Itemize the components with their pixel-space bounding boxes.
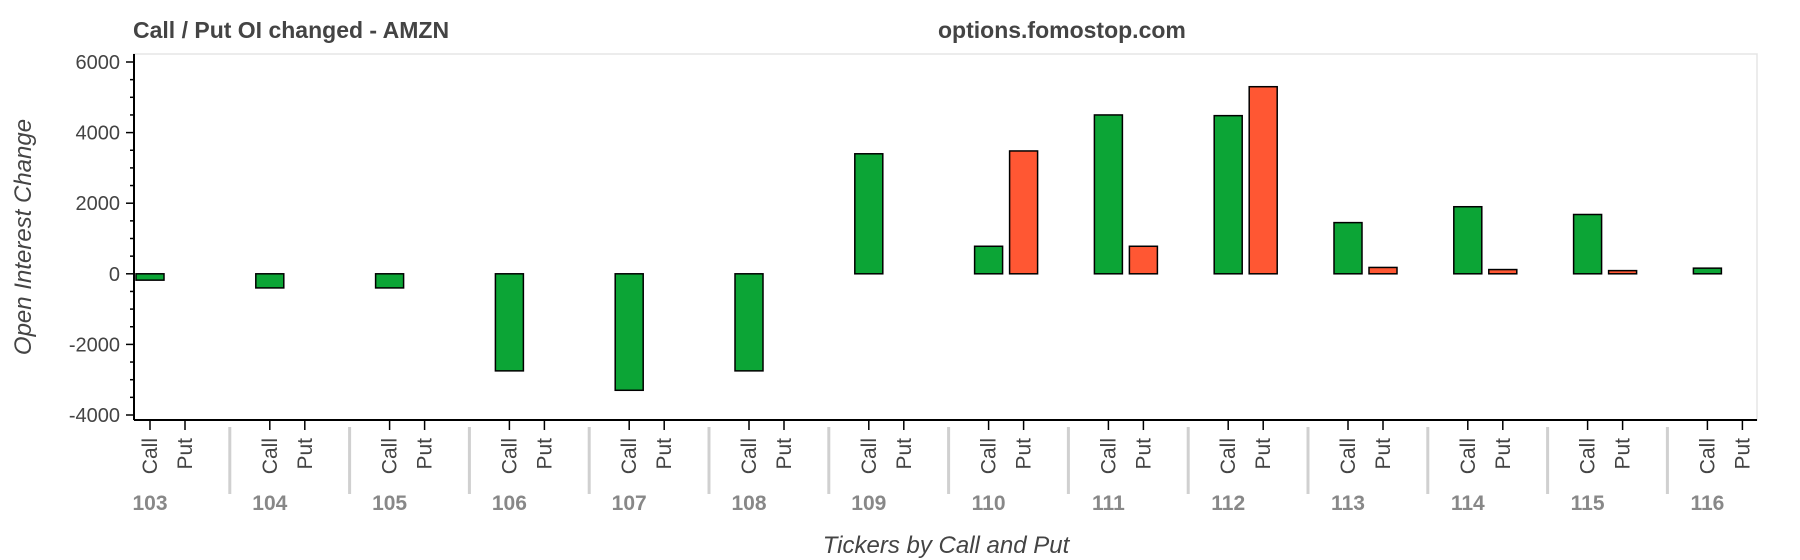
call-tick-label: Call [139, 438, 162, 474]
group-label: 104 [252, 492, 287, 515]
group-label: 110 [972, 492, 1006, 515]
group-label: 108 [731, 492, 766, 515]
x-axis-label: Tickers by Call and Put [823, 532, 1071, 559]
call-tick-label: Call [259, 438, 282, 474]
y-tick-label: 0 [109, 264, 120, 286]
chart-title: Call / Put OI changed - AMZN [133, 17, 449, 43]
call-bar [494, 273, 525, 372]
call-tick-label: Call [1097, 438, 1120, 474]
put-tick-label: Put [893, 438, 916, 470]
call-tick-label: Call [738, 438, 761, 474]
y-tick-label: -4000 [69, 405, 120, 427]
group-label: 114 [1451, 492, 1485, 515]
put-tick-label: Put [773, 438, 796, 470]
put-tick-label: Put [294, 438, 317, 470]
call-tick-label: Call [379, 438, 402, 474]
put-bar [1248, 85, 1278, 275]
call-bar [854, 153, 884, 275]
group-label: 113 [1331, 492, 1365, 515]
call-bar [1572, 213, 1603, 275]
call-bar [1692, 267, 1723, 275]
y-axis-label: Open Interest Change [10, 119, 37, 355]
call-bar [973, 245, 1004, 275]
plot-frame [133, 53, 1758, 421]
y-tick-label: 2000 [76, 193, 121, 215]
put-tick-label: Put [1372, 438, 1395, 470]
call-bar [135, 273, 165, 281]
call-tick-label: Call [978, 438, 1001, 474]
call-tick-label: Call [1337, 438, 1360, 474]
put-tick-label: Put [174, 438, 197, 470]
call-bar [614, 273, 644, 392]
y-tick-label: 4000 [76, 123, 121, 145]
call-bar [374, 273, 405, 289]
put-bar [1607, 269, 1638, 275]
group-label: 115 [1571, 492, 1605, 515]
put-tick-label: Put [414, 438, 437, 470]
group-label: 107 [612, 492, 647, 515]
put-bar [1368, 266, 1398, 275]
group-label: 112 [1211, 492, 1245, 515]
put-bar [1488, 268, 1518, 275]
put-tick-label: Put [1612, 438, 1635, 470]
put-tick-label: Put [653, 438, 676, 470]
call-bar [1333, 221, 1363, 275]
put-tick-label: Put [1013, 438, 1036, 470]
put-bar [1128, 245, 1159, 275]
put-tick-label: Put [1132, 438, 1155, 470]
group-label: 106 [492, 492, 527, 515]
group-label: 103 [132, 492, 167, 515]
y-tick-label: -2000 [69, 334, 120, 356]
put-tick-label: Put [1492, 438, 1515, 470]
group-label: 111 [1092, 492, 1125, 515]
call-bar [1093, 114, 1124, 275]
call-bar [734, 273, 764, 372]
put-tick-label: Put [1731, 438, 1754, 470]
call-bar [1213, 114, 1243, 275]
call-tick-label: Call [1217, 438, 1240, 474]
call-tick-label: Call [1457, 438, 1480, 474]
call-tick-label: Call [1696, 438, 1719, 474]
plot-area: 6000 4000 2000 0 -2000 -4000 Call Put 103 Call Put… [69, 52, 1758, 515]
group-label: 116 [1690, 492, 1724, 515]
put-bar [1008, 150, 1039, 275]
call-tick-label: Call [498, 438, 521, 474]
put-tick-label: Put [1252, 438, 1275, 470]
call-tick-label: Call [618, 438, 641, 474]
call-bar [255, 273, 285, 289]
put-tick-label: Put [533, 438, 556, 470]
call-tick-label: Call [858, 438, 881, 474]
watermark-text: options.fomostop.com [938, 17, 1186, 43]
call-tick-label: Call [1577, 438, 1600, 474]
group-label: 109 [851, 492, 886, 515]
call-bar [1453, 205, 1483, 275]
group-label: 105 [372, 492, 407, 515]
y-tick-label: 6000 [76, 52, 121, 74]
